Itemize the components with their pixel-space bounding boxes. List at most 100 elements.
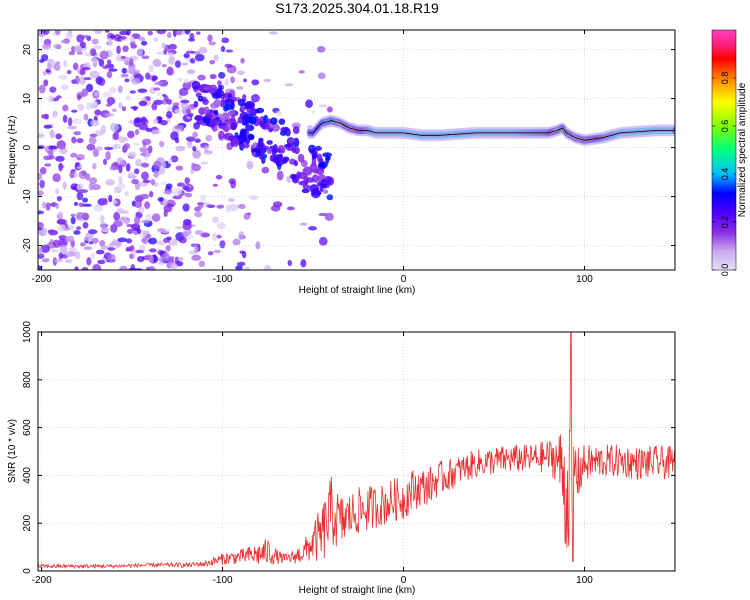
spectrogram-noise-blob <box>114 239 122 249</box>
spectrogram-x-label: Height of straight line (km) <box>299 285 416 296</box>
spectrogram-noise-blob <box>90 58 99 64</box>
spectrogram-noise-blob <box>78 189 89 193</box>
spectrogram-noise-blob <box>324 212 334 221</box>
spectrogram-noise-blob <box>251 79 260 86</box>
spectrogram-cluster-blob <box>263 114 269 124</box>
spectrogram-noise-blob <box>70 213 76 217</box>
spectrogram-noise-blob <box>230 76 236 84</box>
spectrogram-noise-blob <box>153 37 159 42</box>
spectrogram-noise-blob <box>228 203 239 212</box>
spectrogram-cluster-blob <box>308 144 316 153</box>
spectrogram-y-tick-label: 0 <box>22 144 33 150</box>
spectrogram-noise-blob <box>263 264 271 270</box>
spectrogram-noise-blob <box>156 51 163 56</box>
spectrogram-noise-blob <box>219 240 226 249</box>
spectrogram-noise-blob <box>134 182 141 191</box>
spectrogram-cluster-blob <box>222 125 230 132</box>
spectrogram-noise-blob <box>140 193 150 200</box>
spectrogram-noise-blob <box>172 102 180 106</box>
spectrogram-noise-blob <box>176 182 186 187</box>
spectrogram-noise-blob <box>73 230 81 235</box>
spectrogram-noise-blob <box>129 90 136 94</box>
spectrogram-noise-blob <box>141 55 150 60</box>
spectrogram-noise-blob <box>47 229 55 233</box>
spectrogram-cluster-blob <box>325 155 331 161</box>
spectrogram-noise-blob <box>165 245 171 252</box>
spectrogram-cluster-blob <box>211 91 222 100</box>
spectrogram-cluster-blob <box>213 109 219 116</box>
spectrogram-noise-blob <box>53 43 62 49</box>
spectrogram-noise-blob <box>212 216 220 223</box>
spectrogram-noise-blob <box>153 170 159 179</box>
spectrogram-noise-blob <box>174 108 183 115</box>
spectrogram-noise-blob <box>244 266 250 270</box>
spectrogram-noise-blob <box>145 72 151 80</box>
spectrogram-noise-blob <box>163 191 172 195</box>
spectrogram-noise-blob <box>102 65 110 70</box>
spectrogram-x-tick-label: 0 <box>401 274 407 285</box>
spectrogram-noise-blob <box>180 99 190 104</box>
spectrogram-noise-blob <box>125 95 131 101</box>
spectrogram-noise-blob <box>123 143 131 150</box>
spectrogram-noise-blob <box>41 258 50 263</box>
spectrogram-noise-blob <box>111 108 117 113</box>
spectrogram-noise-blob <box>94 109 102 116</box>
spectrogram-x-ticks: -200 -100 0 100 <box>32 30 593 285</box>
spectrogram-noise-blob <box>59 244 68 254</box>
spectrogram-noise-blob <box>118 164 123 174</box>
spectrogram-noise-blob <box>93 30 103 35</box>
spectrogram-noise-blob <box>153 118 159 124</box>
spectrogram-noise-blob <box>90 252 96 260</box>
spectrogram-noise-blob <box>67 248 78 252</box>
spectrogram-cluster-blob <box>309 162 318 173</box>
spectrogram-noise-blob <box>38 133 45 138</box>
spectrogram-noise-blob <box>189 58 196 64</box>
spectrogram-noise-blob <box>97 259 106 265</box>
snr-y-ticks: 0 200 400 600 800 1000 <box>22 320 675 574</box>
spectrogram-noise-blob <box>174 137 180 144</box>
spectrogram-noise-blob <box>86 257 92 266</box>
spectrogram-cluster-blob <box>259 120 264 128</box>
spectrogram-noise-blob <box>224 79 229 87</box>
spectrogram-noise-blob <box>308 226 318 231</box>
spectrogram-noise-blob <box>62 104 69 112</box>
spectrogram-noise-blob <box>126 229 134 234</box>
spectrogram-noise-blob <box>182 221 192 231</box>
colorbar-tick-label: 0.0 <box>720 264 730 277</box>
spectrogram-noise-blob <box>153 87 161 91</box>
spectrogram-cluster-blob <box>297 153 305 163</box>
spectrogram-noise-blob <box>99 50 109 60</box>
spectrogram-noise-blob <box>317 72 326 80</box>
spectrogram-cluster-blob <box>247 133 255 141</box>
spectrogram-cluster-blob <box>301 188 310 194</box>
spectrogram-noise-blob <box>50 248 59 253</box>
spectrogram-noise-blob <box>105 151 111 161</box>
spectrogram-noise-blob <box>55 133 63 140</box>
spectrogram-noise-blob <box>211 232 217 241</box>
spectrogram-noise-blob <box>165 183 173 190</box>
spectrogram-cluster-blob <box>324 175 332 185</box>
spectrogram-noise-blob <box>76 34 85 43</box>
spectrogram-noise-blob <box>148 190 154 198</box>
spectrogram-noise-blob <box>156 30 167 35</box>
spectrogram-noise-blob <box>299 222 308 226</box>
spectrogram-noise-blob <box>187 112 194 118</box>
spectrogram-noise-blob <box>39 167 47 175</box>
spectrogram-cluster-blob <box>191 80 201 90</box>
spectrogram-cluster-blob <box>205 113 213 119</box>
spectrogram-noise-blob <box>120 73 129 78</box>
spectrogram-noise-blob <box>76 226 82 231</box>
spectrogram-noise-blob <box>65 32 74 39</box>
spectrogram-noise-blob <box>78 202 85 208</box>
spectrogram-noise-blob <box>154 81 164 86</box>
spectrogram-noise-blob <box>151 102 158 111</box>
spectrogram-noise-blob <box>89 133 98 138</box>
spectrogram-noise-blob <box>121 106 127 112</box>
spectrogram-cluster-blob <box>314 145 322 151</box>
spectrogram-noise-blob <box>177 77 184 82</box>
spectrogram-cluster-blob <box>278 118 286 126</box>
spectrogram-cluster-blob <box>296 171 302 179</box>
spectrogram-noise-blob <box>55 30 61 36</box>
spectrogram-noise-blob <box>216 204 225 209</box>
colorbar: 0.0 0.2 0.4 0.6 0.8 Normalized spectral ampl… <box>711 29 748 277</box>
